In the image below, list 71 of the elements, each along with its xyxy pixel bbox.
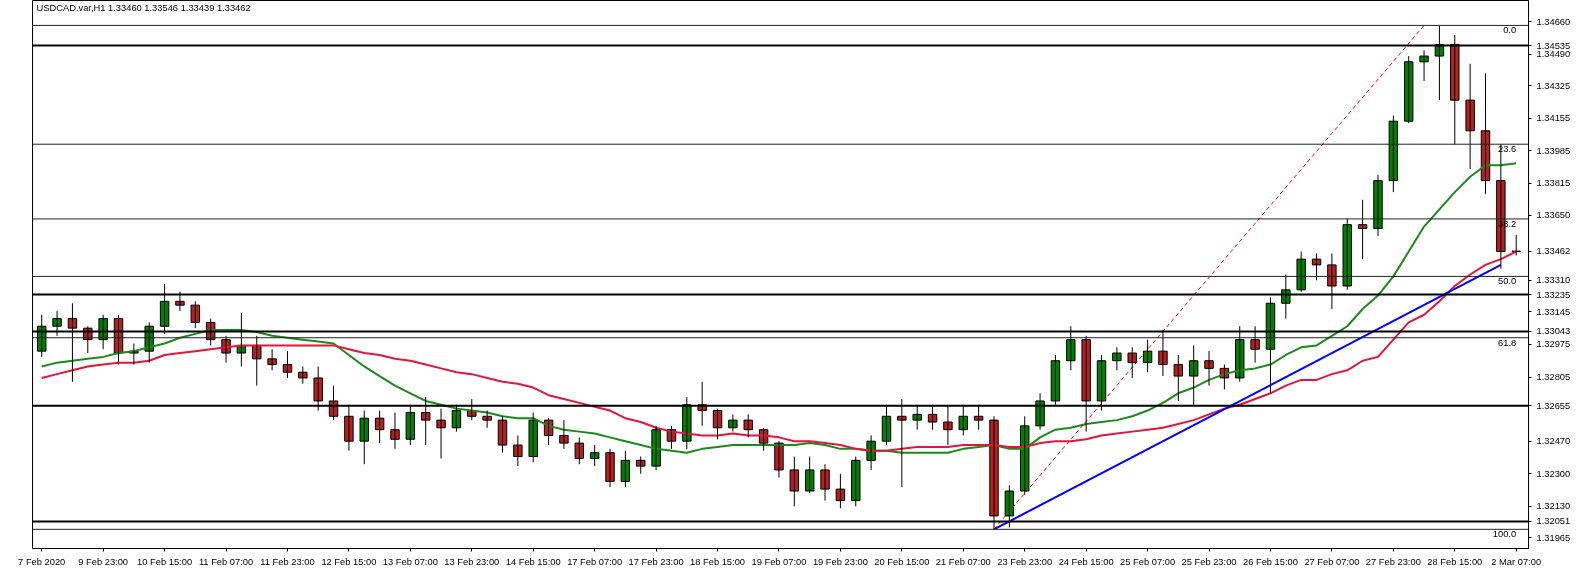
candlestick xyxy=(636,456,646,475)
candlestick xyxy=(789,456,800,507)
candlestick xyxy=(589,444,600,467)
y-tick-label: 1.31965 xyxy=(1536,532,1571,543)
annotation: 61.8 xyxy=(1498,337,1517,348)
x-tick-label: 28 Feb 15:00 xyxy=(1427,556,1483,567)
candlestick xyxy=(1019,415,1030,496)
x-tick-label: 25 Feb 23:00 xyxy=(1181,556,1237,567)
x-tick-label: 2 Mar 07:00 xyxy=(1491,556,1542,567)
x-tick-label: 27 Feb 23:00 xyxy=(1365,556,1421,567)
x-tick-label: 17 Feb 07:00 xyxy=(567,556,623,567)
y-tick-label: 1.34325 xyxy=(1536,80,1571,91)
candlestick xyxy=(1127,346,1137,379)
candlestick xyxy=(359,410,369,465)
x-tick-label: 18 Feb 15:00 xyxy=(690,556,746,567)
candlestick xyxy=(298,365,308,385)
candlestick xyxy=(1511,234,1521,257)
chart-title: USDCAD.var,H1 1.33460 1.33546 1.33439 1.33462 xyxy=(36,2,251,13)
x-tick-label: 17 Feb 23:00 xyxy=(628,556,684,567)
y-tick-label: 1.33985 xyxy=(1536,145,1571,156)
y-tick-label: 1.34155 xyxy=(1536,113,1571,124)
y-tick-label: 1.32805 xyxy=(1536,372,1571,383)
x-tick-label: 13 Feb 23:00 xyxy=(444,556,500,567)
annotation: 0.0 xyxy=(1503,25,1517,36)
x-tick-label: 14 Feb 15:00 xyxy=(505,556,561,567)
y-tick-label: 1.32130 xyxy=(1536,501,1571,512)
candlestick xyxy=(743,413,753,438)
ref-line-label: 1.33043 xyxy=(1536,326,1571,337)
candlestick xyxy=(528,411,538,463)
x-tick-label: 25 Feb 07:00 xyxy=(1120,556,1176,567)
x-tick-label: 26 Feb 15:00 xyxy=(1242,556,1298,567)
x-tick-label: 13 Feb 07:00 xyxy=(382,556,438,567)
ref-line-label: 1.32051 xyxy=(1536,516,1571,527)
y-tick-label: 1.33310 xyxy=(1536,275,1571,286)
y-tick-label: 1.33145 xyxy=(1536,306,1571,317)
x-tick-label: 23 Feb 23:00 xyxy=(997,556,1053,567)
x-tick-label: 27 Feb 07:00 xyxy=(1304,556,1360,567)
ref-line-label: 1.33235 xyxy=(1536,289,1571,300)
candlestick xyxy=(620,450,631,488)
x-tick-label: 7 Feb 2020 xyxy=(18,556,66,567)
y-tick-label: 1.33650 xyxy=(1536,210,1571,221)
y-tick-label: 1.33815 xyxy=(1536,178,1571,189)
candlestick xyxy=(1342,218,1352,291)
y-tick-label: 1.34490 xyxy=(1536,49,1571,60)
y-tick-label: 1.33462 xyxy=(1536,246,1571,257)
candlestick xyxy=(574,436,585,465)
ref-line-label: 1.34535 xyxy=(1536,40,1571,51)
x-tick-label: 11 Feb 23:00 xyxy=(260,556,315,567)
candlestick xyxy=(190,300,201,329)
candlestick xyxy=(1173,354,1184,402)
x-tick-label: 19 Feb 07:00 xyxy=(751,556,807,567)
candlestick xyxy=(804,456,815,494)
x-tick-label: 21 Feb 07:00 xyxy=(935,556,991,567)
x-tick-label: 20 Feb 15:00 xyxy=(874,556,930,567)
annotation: 100.0 xyxy=(1492,529,1517,540)
candlestick xyxy=(1403,55,1414,124)
y-tick-label: 1.32470 xyxy=(1536,436,1571,447)
x-tick-label: 11 Feb 07:00 xyxy=(198,556,254,567)
x-tick-label: 12 Feb 15:00 xyxy=(321,556,377,567)
y-tick-label: 1.32300 xyxy=(1536,468,1571,479)
candlestick xyxy=(851,456,861,507)
x-tick-label: 10 Feb 15:00 xyxy=(137,556,193,567)
y-tick-label: 1.32975 xyxy=(1536,339,1571,350)
annotation: 50.0 xyxy=(1498,276,1517,287)
x-tick-label: 19 Feb 23:00 xyxy=(812,556,868,567)
y-tick-label: 1.34660 xyxy=(1536,16,1571,27)
candlestick xyxy=(1388,114,1399,193)
ref-line-label: 1.32655 xyxy=(1536,400,1571,411)
x-tick-label: 24 Feb 15:00 xyxy=(1058,556,1114,567)
candlestick xyxy=(1296,251,1306,293)
x-tick-label: 9 Feb 23:00 xyxy=(78,556,129,567)
